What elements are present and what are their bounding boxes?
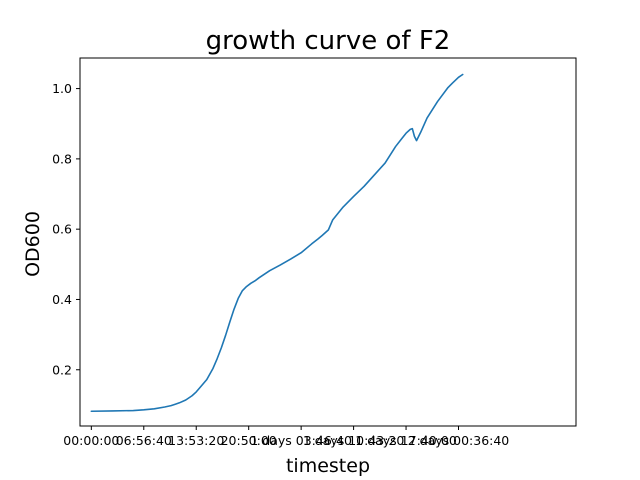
y-tick-label-1: 0.4 xyxy=(52,292,72,307)
axes-frame xyxy=(79,57,577,427)
x-tick-label-2: 13:53:20 xyxy=(168,433,224,448)
x-tick-label-6: 1 days 17:40:00 xyxy=(355,433,457,448)
x-axis-label: timestep xyxy=(286,455,370,477)
y-tick-label-3: 0.8 xyxy=(52,151,72,166)
x-tick-label-5: 1 days 10:43:20 xyxy=(303,433,405,448)
x-tick-label-1: 06:56:40 xyxy=(116,433,172,448)
x-tick-label-3: 20:50:00 xyxy=(221,433,277,448)
x-tick-label-4: 1 days 03:46:40 xyxy=(250,433,352,448)
series-line-0 xyxy=(90,73,464,413)
x-tick-label-0: 00:00:00 xyxy=(63,433,119,448)
x-tick-label-7: 2 days 00:36:40 xyxy=(408,433,510,448)
y-tick-label-4: 1.0 xyxy=(52,81,72,96)
chart-title: growth curve of F2 xyxy=(206,26,451,56)
y-axis-label: OD600 xyxy=(22,211,44,277)
y-tick-label-0: 0.2 xyxy=(52,362,72,377)
y-tick-label-2: 0.6 xyxy=(52,222,72,237)
